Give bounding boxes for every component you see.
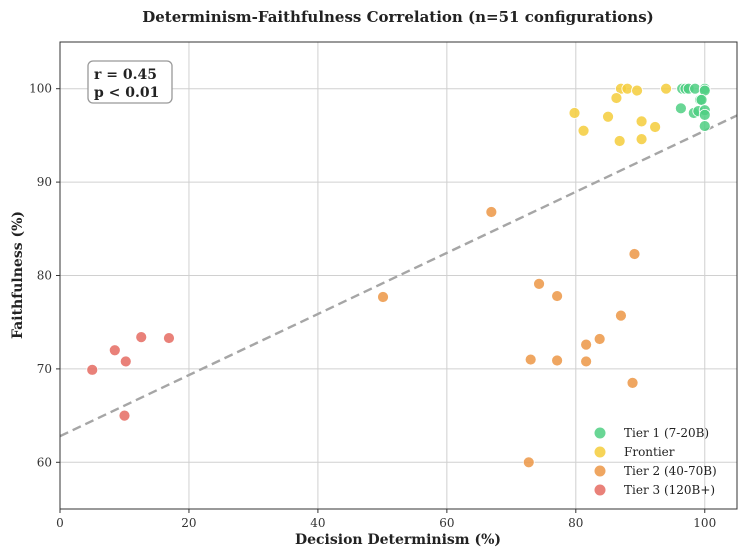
legend-label: Tier 3 (120B+) (624, 483, 715, 497)
data-point (626, 377, 639, 389)
y-tick-label: 100 (29, 82, 52, 96)
tick-labels: 0 20 40 60 80 100 60 70 80 90 100 (29, 82, 716, 530)
data-point (485, 206, 498, 218)
data-point (631, 84, 643, 97)
trendline-layer (59, 114, 738, 438)
data-point (602, 110, 614, 123)
data-point (695, 94, 708, 106)
y-tick-label: 80 (37, 269, 52, 283)
x-tick-label: 20 (181, 516, 196, 530)
data-point (635, 115, 648, 128)
annotation-line-1: r = 0.45 (94, 67, 157, 83)
data-point (675, 102, 687, 115)
data-point (660, 82, 672, 95)
x-tick-label: 100 (693, 516, 716, 530)
y-axis-label: Faithfulness (%) (10, 211, 26, 339)
x-tick-label: 80 (568, 516, 583, 530)
data-point (524, 353, 537, 366)
y-tick-label: 70 (37, 362, 52, 376)
data-point (533, 278, 545, 290)
data-point (118, 409, 131, 422)
data-point (377, 291, 389, 303)
data-point (635, 133, 648, 146)
data-point (580, 338, 593, 351)
data-point (580, 355, 593, 368)
legend-marker (594, 427, 606, 439)
legend-marker (594, 465, 606, 477)
chart-title: Determinism-Faithfulness Correlation (n=… (142, 8, 654, 26)
data-point (551, 354, 564, 367)
legend-label: Tier 2 (40-70B) (624, 464, 717, 478)
data-point (613, 135, 626, 147)
y-tick-label: 90 (37, 175, 52, 189)
trendline (59, 114, 738, 438)
data-point (135, 331, 148, 344)
data-point (568, 107, 581, 119)
data-point (163, 332, 175, 344)
legend-marker (594, 446, 606, 458)
legend-label: Frontier (624, 445, 675, 459)
x-tick-label: 0 (56, 516, 64, 530)
data-point (698, 108, 711, 121)
data-point (551, 290, 564, 302)
legend-label: Tier 1 (7-20B) (624, 426, 709, 440)
x-axis-label: Decision Determinism (%) (295, 532, 501, 548)
data-point (628, 248, 641, 260)
data-point (610, 92, 623, 104)
annotation-box (87, 60, 173, 104)
data-point (621, 82, 634, 95)
x-tick-label: 40 (310, 516, 325, 530)
data-point (615, 309, 627, 322)
annotation-line-2: p < 0.01 (94, 85, 159, 101)
data-points (86, 82, 711, 469)
y-tick-label: 60 (37, 455, 52, 469)
legend: Tier 1 (7-20B) Frontier Tier 2 (40-70B) Tie… (594, 426, 717, 497)
data-point (86, 363, 99, 376)
x-tick-label: 60 (439, 516, 454, 530)
data-point (119, 355, 132, 368)
legend-marker (594, 484, 606, 496)
data-point (108, 344, 121, 357)
data-point (698, 120, 711, 132)
data-point (577, 124, 590, 137)
data-point (649, 121, 662, 133)
data-point (522, 456, 535, 469)
correlation-annotation: r = 0.45 p < 0.01 (87, 60, 173, 104)
data-point (593, 333, 606, 345)
